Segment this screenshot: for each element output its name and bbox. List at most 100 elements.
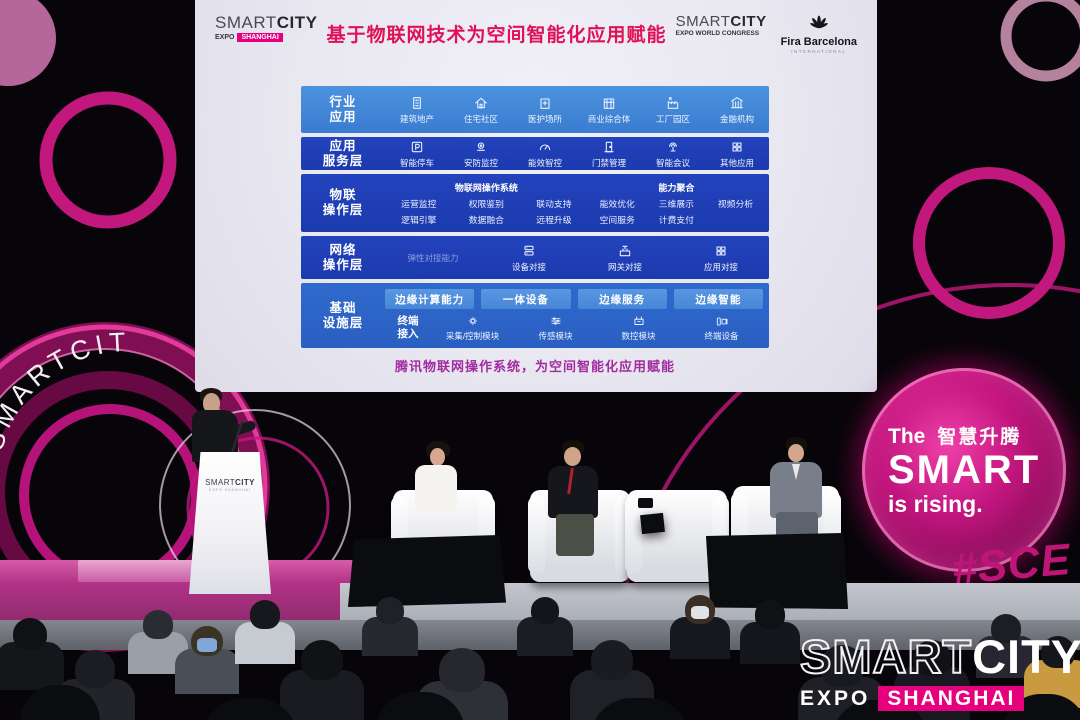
gateway-icon <box>619 245 631 256</box>
panelist3-hair <box>786 437 807 450</box>
panelist2-hair <box>562 440 584 453</box>
fira-palm-icon <box>810 15 828 29</box>
table-cell: 设备对接 <box>481 243 577 273</box>
audience-foreground-silhouette <box>202 698 298 720</box>
laptop-screen <box>640 512 665 535</box>
panelist3-face <box>788 444 804 462</box>
audience-head <box>531 597 559 624</box>
audience-shoulders <box>175 649 239 694</box>
slide-row-iot-operation-layer: 物联 操作层 物联网操作系统 运营监控 权限鉴别 联动支持 逻辑引擎 数据融合 远程升级 能力聚合… <box>301 174 769 232</box>
parking-icon <box>411 141 423 152</box>
table-cell: 金融机构 <box>705 95 769 125</box>
armchair-3-empty <box>625 490 729 582</box>
armchair-2 <box>528 490 632 582</box>
cnc-icon <box>633 316 644 325</box>
bank-icon <box>731 96 743 108</box>
audience-shoulders <box>128 631 188 674</box>
audience-shoulders <box>740 621 800 664</box>
audience-foreground-silhouette <box>20 685 100 720</box>
row-label: 应用 服务层 <box>322 138 364 168</box>
table-cell: 住宅社区 <box>449 95 513 125</box>
armchair-1 <box>391 490 495 582</box>
table-cell: 工厂园区 <box>641 95 705 125</box>
display-table-left <box>348 535 506 607</box>
sensor-icon <box>550 317 561 325</box>
panelist2-torso <box>548 466 598 518</box>
gauge-icon <box>539 144 551 150</box>
table-cell: 数控模块 <box>597 314 680 342</box>
slide-row-infrastructure-layer: 基础 设施层 边缘计算能力 一体设备 边缘服务 边缘智能 终端 接入 采集/控制模块 传感模… <box>301 283 769 348</box>
audience-shoulders <box>570 670 654 720</box>
row-label: 网络 操作层 <box>322 242 364 272</box>
apps-icon <box>732 141 742 152</box>
audience-foreground-silhouette <box>375 692 465 720</box>
display-table-right <box>706 533 848 609</box>
stage-ring-smartcity-text: SMARTCITY <box>0 0 131 454</box>
camera-icon <box>477 141 485 151</box>
table-cell: 安防监控 <box>449 139 513 169</box>
audience-shoulders <box>235 621 295 664</box>
audience-head <box>685 595 715 624</box>
row-label: 物联 操作层 <box>322 188 364 217</box>
face-mask <box>691 606 709 619</box>
audience-head <box>439 648 485 692</box>
table-cell: 能效智控 <box>513 139 577 169</box>
audience-shoulders <box>0 642 64 691</box>
table-cell: 其他应用 <box>705 139 769 169</box>
magenta-stage-floor <box>0 560 368 624</box>
microphone <box>230 420 244 454</box>
panelist2-lanyard <box>567 467 574 495</box>
table-cell: 智能停车 <box>385 139 449 169</box>
audience-shoulders <box>416 681 508 720</box>
table-cell: 采集/控制模块 <box>431 314 514 342</box>
panelist1-legs <box>401 533 455 561</box>
presentation-screen: SMARTCITY EXPO SHANGHAI 基于物联网技术为空间智能化应用赋能… <box>195 0 877 392</box>
panelist3-torso <box>770 462 822 518</box>
apps-icon <box>716 245 726 256</box>
lectern: SMARTCITY EXPO SHANGHAI <box>189 452 271 594</box>
panelist2-legs <box>556 514 594 556</box>
pink-ring-topright <box>1000 0 1080 82</box>
panelist1-shoes <box>396 560 412 567</box>
edge-pill: 边缘智能 <box>673 289 763 309</box>
audience-shoulders <box>362 617 418 657</box>
slide-title: 基于物联网技术为空间智能化应用赋能 <box>326 25 667 46</box>
house-icon <box>475 97 487 108</box>
edge-pill: 边缘计算能力 <box>385 289 475 309</box>
panelist2-face <box>564 447 581 466</box>
hospital-icon <box>540 97 550 109</box>
server-icon <box>524 245 534 256</box>
table-group: 能力聚合 能效优化 三维展示 视频分析 空间服务 计费支付 <box>599 182 754 225</box>
table-cell: 网关对接 <box>577 243 673 273</box>
audience-head <box>75 650 115 688</box>
chip-icon <box>468 317 477 325</box>
slide-header: SMARTCITY EXPO SHANGHAI 基于物联网技术为空间智能化应用赋能… <box>195 14 877 54</box>
panelist1-torso <box>415 465 457 513</box>
hashtag-text: #SCE <box>950 534 1073 595</box>
armchair-4 <box>731 486 841 578</box>
edge-pill: 一体设备 <box>481 289 571 309</box>
table-cell: 应用对接 <box>673 243 769 273</box>
devices-icon <box>716 317 727 326</box>
smartcity-expo-shanghai-logo: SMARTCITY EXPO SHANGHAI <box>215 13 318 42</box>
audience-shoulders <box>670 616 730 659</box>
audience-head <box>376 597 404 624</box>
pink-disc-topleft <box>0 0 56 86</box>
audience-head <box>301 640 343 680</box>
audience-shoulders <box>517 617 573 657</box>
edge-pill: 边缘服务 <box>577 289 667 309</box>
speaker-body <box>192 410 238 462</box>
iot-architecture-table: 行业 应用 建筑地产 住宅社区 医护场所 商业综合体 工厂园区 金融机构 应用 服务层 智能停车 安防… <box>301 86 769 352</box>
magenta-ring-left <box>39 91 177 229</box>
audience-head <box>591 640 633 680</box>
table-cell: 医护场所 <box>513 95 577 125</box>
smartcity-world-congress-logo: SMARTCITY EXPO WORLD CONGRESS <box>675 13 767 37</box>
audience-head <box>250 600 280 629</box>
audience-foreground-silhouette <box>590 698 690 720</box>
panelist1-hair <box>426 441 450 457</box>
table-cell: 弹性对接能力 <box>407 252 459 263</box>
phone-on-chair <box>638 498 653 508</box>
door-icon <box>604 141 614 152</box>
mall-icon <box>603 97 615 109</box>
